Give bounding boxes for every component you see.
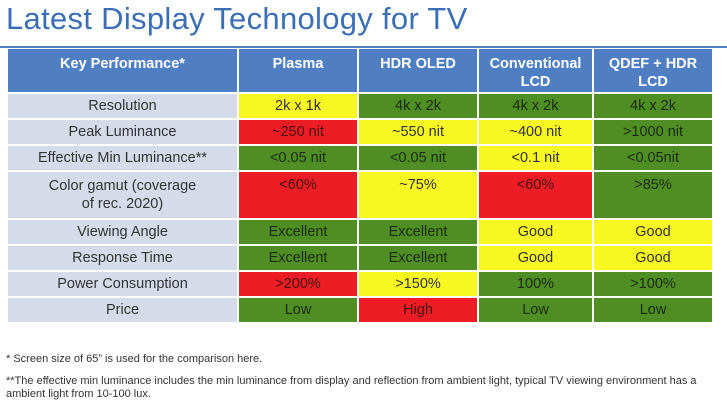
- table-cell: 4k x 2k: [594, 94, 712, 118]
- table-cell: <0.05 nit: [239, 146, 357, 170]
- row-label: Price: [8, 298, 237, 322]
- row-label: Resolution: [8, 94, 237, 118]
- table-row: Price Low High Low Low: [8, 298, 712, 322]
- footnote-screen-size: * Screen size of 65” is used for the com…: [6, 353, 263, 365]
- table-cell: 4k x 2k: [359, 94, 477, 118]
- table-cell: <0.05 nit: [359, 146, 477, 170]
- table-cell: Excellent: [359, 246, 477, 270]
- table-cell: Good: [479, 246, 592, 270]
- table-cell: <0.1 nit: [479, 146, 592, 170]
- header-conventional-lcd: Conventional LCD: [479, 49, 592, 92]
- comparison-table-container: Key Performance* Plasma HDR OLED Convent…: [6, 47, 712, 324]
- table-cell: Good: [479, 220, 592, 244]
- table-row: Response Time Excellent Excellent Good Good: [8, 246, 712, 270]
- comparison-table: Key Performance* Plasma HDR OLED Convent…: [6, 47, 714, 324]
- table-row: Peak Luminance ~250 nit ~550 nit ~400 nit >1…: [8, 120, 712, 144]
- row-label: Peak Luminance: [8, 120, 237, 144]
- table-row: Resolution 2k x 1k 4k x 2k 4k x 2k 4k x 2k: [8, 94, 712, 118]
- table-cell: <0.05nit: [594, 146, 712, 170]
- table-cell: ~550 nit: [359, 120, 477, 144]
- table-body: Resolution 2k x 1k 4k x 2k 4k x 2k 4k x 2k Pe…: [8, 94, 712, 322]
- table-cell: 100%: [479, 272, 592, 296]
- row-label: Effective Min Luminance**: [8, 146, 237, 170]
- header-plasma: Plasma: [239, 49, 357, 92]
- table-row: Color gamut (coverage of rec. 2020) <60% ~…: [8, 172, 712, 218]
- header-row: Key Performance* Plasma HDR OLED Convent…: [8, 49, 712, 92]
- table-row: Effective Min Luminance** <0.05 nit <0.05 …: [8, 146, 712, 170]
- table-cell: Low: [239, 298, 357, 322]
- table-cell: Good: [594, 220, 712, 244]
- table-cell: ~250 nit: [239, 120, 357, 144]
- row-label: Power Consumption: [8, 272, 237, 296]
- table-cell: <60%: [239, 172, 357, 218]
- table-cell: Excellent: [359, 220, 477, 244]
- header-qdef-hdr-lcd: QDEF + HDR LCD: [594, 49, 712, 92]
- table-cell: >85%: [594, 172, 712, 218]
- header-hdr-oled: HDR OLED: [359, 49, 477, 92]
- row-label: Response Time: [8, 246, 237, 270]
- table-cell: >150%: [359, 272, 477, 296]
- table-cell: >100%: [594, 272, 712, 296]
- table-cell: High: [359, 298, 477, 322]
- table-cell: Low: [594, 298, 712, 322]
- title-underline: [0, 46, 727, 48]
- row-label: Color gamut (coverage of rec. 2020): [8, 172, 237, 218]
- table-row: Viewing Angle Excellent Excellent Good Good: [8, 220, 712, 244]
- table-cell: 4k x 2k: [479, 94, 592, 118]
- table-cell: ~400 nit: [479, 120, 592, 144]
- table-cell: Low: [479, 298, 592, 322]
- header-key-performance: Key Performance*: [8, 49, 237, 92]
- table-cell: Excellent: [239, 220, 357, 244]
- row-label: Viewing Angle: [8, 220, 237, 244]
- table-cell: 2k x 1k: [239, 94, 357, 118]
- table-cell: Excellent: [239, 246, 357, 270]
- footnote-min-luminance: **The effective min luminance includes t…: [6, 375, 697, 400]
- table-cell: >200%: [239, 272, 357, 296]
- table-cell: Good: [594, 246, 712, 270]
- page-title: Latest Display Technology for TV: [6, 1, 468, 36]
- table-cell: ~75%: [359, 172, 477, 218]
- table-cell: >1000 nit: [594, 120, 712, 144]
- table-cell: <60%: [479, 172, 592, 218]
- table-row: Power Consumption >200% >150% 100% >100%: [8, 272, 712, 296]
